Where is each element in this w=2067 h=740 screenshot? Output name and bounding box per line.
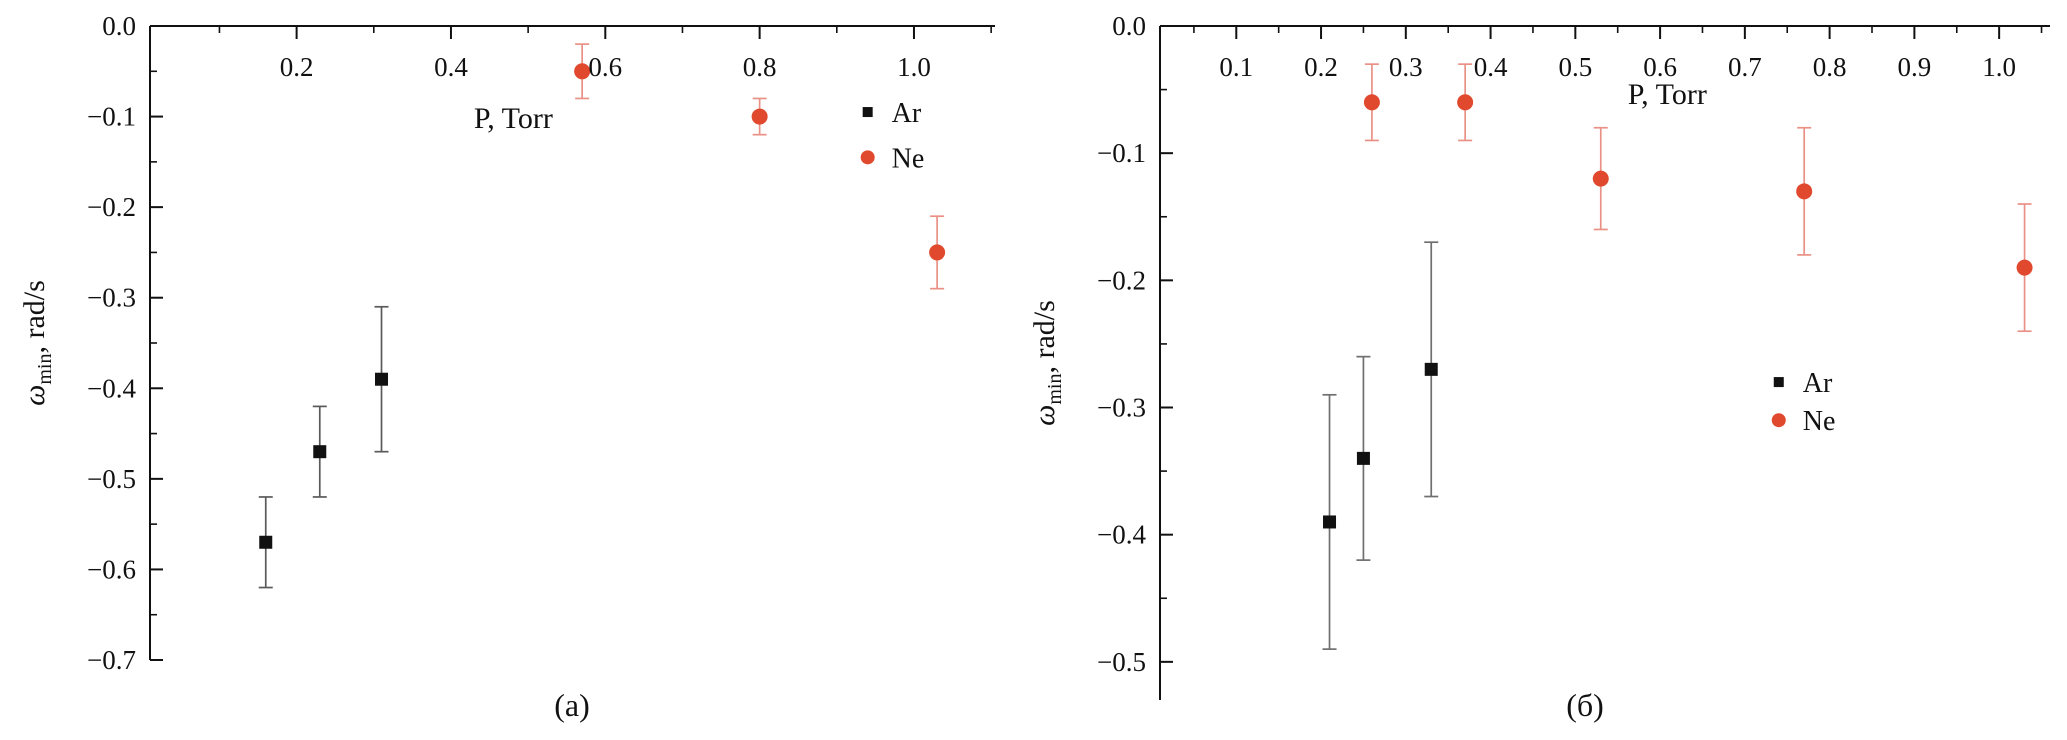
svg-text:−0.3: −0.3 (87, 283, 136, 313)
chart-a: 0.2 0.4 0.6 0.8 1.0 0.0 −0.1 −0.2 −0.3 −0.4 −0.5 −0… (18, 11, 995, 723)
svg-text:0.4: 0.4 (1474, 52, 1508, 82)
chart-b: 0.1 0.2 0.3 0.4 0.5 0.6 0.7 0.8 0.9 1.0 0.0 −0.1 −0.… (1028, 11, 2050, 723)
svg-text:0.4: 0.4 (434, 52, 468, 82)
svg-text:0.6: 0.6 (588, 52, 622, 82)
svg-text:0.7: 0.7 (1728, 52, 1762, 82)
svg-text:0.8: 0.8 (1813, 52, 1847, 82)
svg-text:0.1: 0.1 (1219, 52, 1253, 82)
svg-text:P, Torr: P, Torr (1628, 78, 1707, 111)
svg-text:−0.5: −0.5 (1097, 647, 1146, 677)
svg-text:Ar: Ar (892, 98, 922, 129)
svg-text:0.3: 0.3 (1389, 52, 1423, 82)
svg-text:−0.6: −0.6 (87, 554, 136, 584)
svg-text:−0.2: −0.2 (1097, 265, 1146, 295)
svg-text:0.0: 0.0 (102, 11, 136, 41)
svg-text:0.2: 0.2 (280, 52, 314, 82)
svg-text:0.6: 0.6 (1643, 52, 1677, 82)
svg-text:0.0: 0.0 (1112, 11, 1146, 41)
svg-text:P, Torr: P, Torr (474, 102, 553, 135)
svg-text:Ne: Ne (1803, 406, 1836, 437)
svg-text:−0.4: −0.4 (1097, 520, 1146, 550)
svg-text:Ne: Ne (892, 143, 925, 174)
svg-text:ωmin, rad/s: ωmin, rad/s (1028, 300, 1066, 426)
panel-a: 0.2 0.4 0.6 0.8 1.0 0.0 −0.1 −0.2 −0.3 −0.4 −0.5 −0… (0, 0, 1010, 740)
svg-text:−0.7: −0.7 (87, 645, 136, 675)
panel-b: 0.1 0.2 0.3 0.4 0.5 0.6 0.7 0.8 0.9 1.0 0.0 −0.1 −0.… (1010, 0, 2067, 740)
svg-text:−0.2: −0.2 (87, 192, 136, 222)
svg-text:−0.1: −0.1 (87, 102, 136, 132)
svg-text:−0.5: −0.5 (87, 464, 136, 494)
svg-text:1.0: 1.0 (897, 52, 931, 82)
svg-text:0.5: 0.5 (1558, 52, 1592, 82)
svg-text:ωmin, rad/s: ωmin, rad/s (18, 280, 56, 406)
svg-text:0.8: 0.8 (743, 52, 777, 82)
svg-text:0.9: 0.9 (1898, 52, 1932, 82)
svg-text:(а): (а) (554, 687, 590, 723)
svg-text:Ar: Ar (1803, 368, 1833, 399)
svg-text:(б): (б) (1566, 687, 1604, 723)
svg-text:−0.1: −0.1 (1097, 138, 1146, 168)
svg-text:−0.3: −0.3 (1097, 393, 1146, 423)
svg-text:1.0: 1.0 (1982, 52, 2016, 82)
svg-text:0.2: 0.2 (1304, 52, 1338, 82)
svg-text:−0.4: −0.4 (87, 373, 136, 403)
